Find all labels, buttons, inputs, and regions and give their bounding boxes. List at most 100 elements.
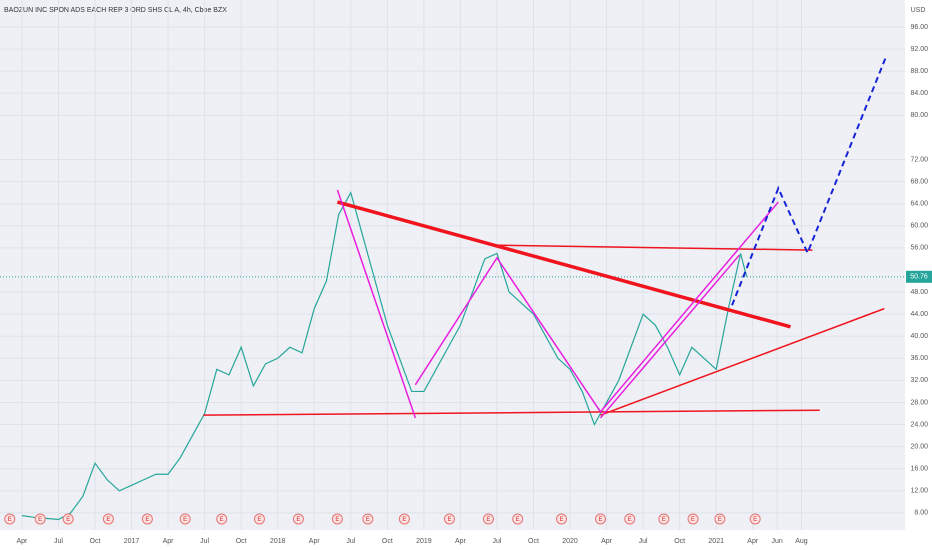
y-tick-label: 32.00 bbox=[910, 377, 928, 384]
y-tick-label: 96.00 bbox=[910, 24, 928, 31]
event-marker bbox=[482, 513, 494, 525]
event-marker bbox=[102, 513, 114, 525]
x-tick-label: Apr bbox=[747, 538, 759, 545]
event-marker bbox=[749, 513, 761, 525]
y-tick-label: 56.00 bbox=[910, 245, 928, 252]
event-label: E bbox=[753, 517, 757, 523]
trend-line bbox=[336, 200, 791, 329]
event-label: E bbox=[66, 517, 70, 523]
event-label: E bbox=[560, 517, 564, 523]
x-tick-label: Jul bbox=[639, 538, 648, 545]
x-tick-label: Jul bbox=[346, 538, 355, 545]
trend-line bbox=[600, 307, 885, 416]
event-label: E bbox=[220, 517, 224, 523]
y-tick-label: 84.00 bbox=[910, 90, 928, 97]
axis-unit: USD bbox=[911, 7, 926, 14]
event-marker bbox=[512, 513, 524, 525]
event-label: E bbox=[335, 517, 339, 523]
event-label: E bbox=[183, 517, 187, 523]
x-tick-label: Jul bbox=[200, 538, 209, 545]
y-tick-label: 16.00 bbox=[910, 466, 928, 473]
event-marker bbox=[594, 513, 606, 525]
y-tick-label: 28.00 bbox=[910, 399, 928, 406]
event-marker bbox=[714, 513, 726, 525]
event-marker bbox=[216, 513, 228, 525]
x-tick-label: Oct bbox=[674, 538, 685, 545]
x-tick-label: Oct bbox=[382, 538, 393, 545]
event-label: E bbox=[106, 517, 110, 523]
last-price-label: 50.76 bbox=[910, 274, 928, 281]
trend-line bbox=[731, 57, 887, 306]
x-tick-label: Aug bbox=[795, 538, 808, 545]
event-marker bbox=[62, 513, 74, 525]
x-tick-label: Oct bbox=[528, 538, 539, 545]
trend-line bbox=[203, 409, 820, 416]
time-axis bbox=[0, 530, 932, 550]
event-label: E bbox=[662, 517, 666, 523]
event-label: E bbox=[447, 517, 451, 523]
y-tick-label: 8.00 bbox=[914, 510, 928, 517]
y-tick-label: 44.00 bbox=[910, 311, 928, 318]
x-tick-label: 2018 bbox=[270, 538, 286, 545]
event-label: E bbox=[38, 517, 42, 523]
event-marker bbox=[34, 513, 46, 525]
y-tick-label: 20.00 bbox=[910, 443, 928, 450]
event-marker bbox=[141, 513, 153, 525]
event-label: E bbox=[402, 517, 406, 523]
x-tick-label: Oct bbox=[236, 538, 247, 545]
y-tick-label: 24.00 bbox=[910, 421, 928, 428]
event-label: E bbox=[486, 517, 490, 523]
y-tick-label: 12.00 bbox=[910, 488, 928, 495]
y-tick-label: 80.00 bbox=[910, 112, 928, 119]
event-marker bbox=[362, 513, 374, 525]
x-tick-label: Jul bbox=[492, 538, 501, 545]
x-tick-label: Apr bbox=[455, 538, 467, 545]
y-tick-label: 68.00 bbox=[910, 178, 928, 185]
event-marker bbox=[398, 513, 410, 525]
x-tick-label: 2021 bbox=[708, 538, 724, 545]
event-label: E bbox=[296, 517, 300, 523]
trend-line bbox=[414, 201, 779, 414]
price-line bbox=[21, 191, 748, 521]
x-tick-label: Jul bbox=[54, 538, 63, 545]
event-label: E bbox=[718, 517, 722, 523]
event-marker bbox=[292, 513, 304, 525]
event-label: E bbox=[598, 517, 602, 523]
event-label: E bbox=[516, 517, 520, 523]
x-tick-label: 2019 bbox=[416, 538, 432, 545]
event-label: E bbox=[366, 517, 370, 523]
event-marker bbox=[331, 513, 343, 525]
event-label: E bbox=[145, 517, 149, 523]
event-label: E bbox=[257, 517, 261, 523]
y-tick-label: 64.00 bbox=[910, 201, 928, 208]
y-tick-label: 72.00 bbox=[910, 156, 928, 163]
x-tick-label: 2020 bbox=[562, 538, 578, 545]
last-price-box bbox=[906, 270, 932, 283]
event-label: E bbox=[628, 517, 632, 523]
event-marker bbox=[443, 513, 455, 525]
event-marker bbox=[687, 513, 699, 525]
trend-line bbox=[336, 189, 417, 419]
y-tick-label: 48.00 bbox=[910, 289, 928, 296]
event-marker bbox=[253, 513, 265, 525]
x-tick-label: Apr bbox=[309, 538, 321, 545]
x-tick-label: Jun bbox=[771, 538, 782, 545]
y-tick-label: 88.00 bbox=[910, 68, 928, 75]
y-tick-label: 36.00 bbox=[910, 355, 928, 362]
y-tick-label: 60.00 bbox=[910, 223, 928, 230]
x-tick-label: Apr bbox=[163, 538, 175, 545]
event-marker bbox=[179, 513, 191, 525]
trend-line bbox=[493, 244, 813, 251]
trend-line bbox=[599, 254, 740, 419]
event-marker bbox=[4, 513, 16, 525]
x-tick-label: Apr bbox=[16, 538, 28, 545]
chart-title: BAOZUN INC SPON ADS EACH REP 3 ORD SHS C… bbox=[4, 7, 227, 14]
y-tick-label: 92.00 bbox=[910, 46, 928, 53]
x-tick-label: Oct bbox=[90, 538, 101, 545]
x-tick-label: 2017 bbox=[124, 538, 140, 545]
event-marker bbox=[624, 513, 636, 525]
x-tick-label: Apr bbox=[601, 538, 613, 545]
event-label: E bbox=[8, 517, 12, 523]
